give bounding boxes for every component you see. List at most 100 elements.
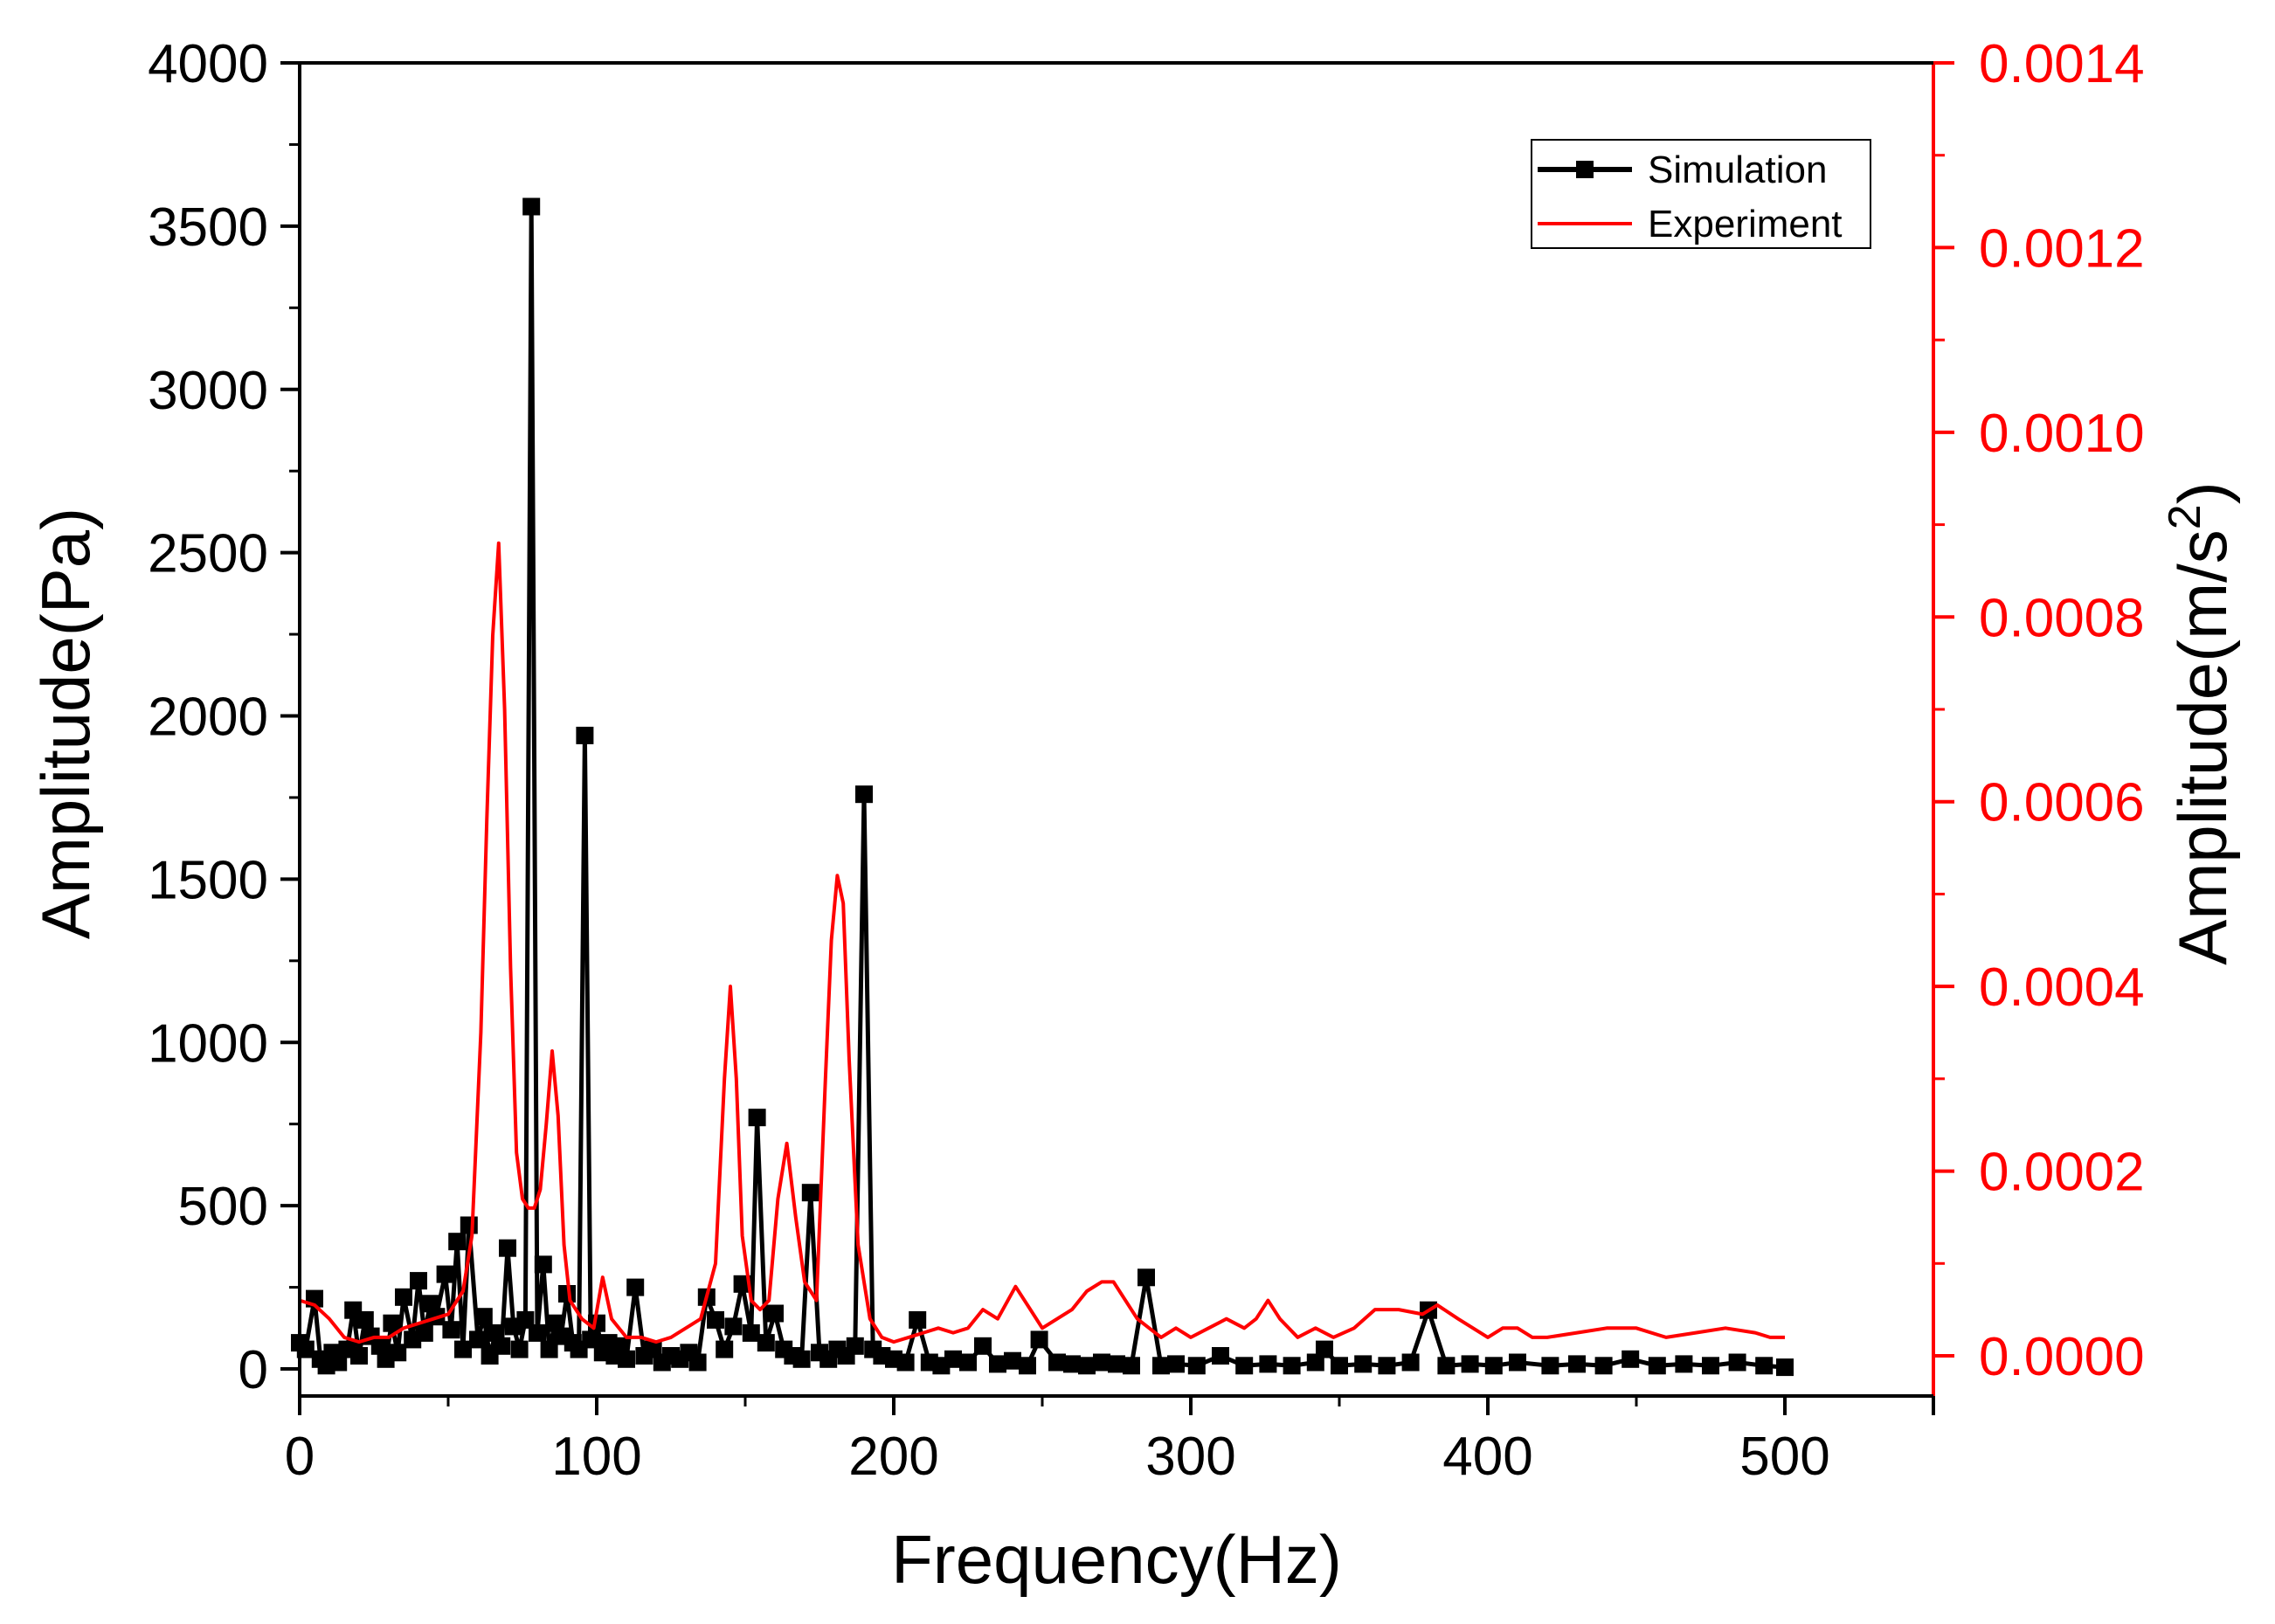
simulation-point [436, 1265, 454, 1283]
left-tick-label: 4000 [148, 34, 268, 94]
simulation-point [356, 1310, 374, 1329]
simulation-point [855, 785, 873, 804]
x-tick-label: 500 [1739, 1427, 1829, 1487]
simulation-point [1004, 1351, 1021, 1370]
legend-simulation-label: Simulation [1648, 149, 1827, 191]
simulation-point [493, 1337, 511, 1355]
simulation-point [944, 1350, 962, 1368]
simulation-point [1461, 1355, 1479, 1373]
simulation-point [415, 1323, 433, 1342]
simulation-point [1484, 1357, 1503, 1375]
x-tick-label: 100 [551, 1427, 641, 1487]
simulation-point [1568, 1355, 1586, 1373]
simulation-point [1594, 1357, 1613, 1375]
simulation-point [707, 1310, 724, 1329]
simulation-point [1509, 1353, 1526, 1372]
simulation-point [742, 1323, 760, 1342]
simulation-point [410, 1272, 427, 1290]
left-tick-label: 2000 [148, 688, 268, 748]
simulation-point [1235, 1357, 1254, 1375]
simulation-point [959, 1353, 977, 1372]
legend-experiment-label: Experiment [1648, 203, 1843, 245]
simulation-point [1212, 1347, 1229, 1365]
simulation-point [801, 1184, 819, 1202]
simulation-point [724, 1317, 743, 1336]
right-tick-label: 0.0010 [1979, 404, 2145, 464]
left-tick-label: 0 [239, 1340, 268, 1400]
left-tick-label: 3000 [148, 361, 268, 421]
simulation-point [389, 1344, 407, 1362]
simulation-point [1378, 1357, 1396, 1375]
simulation-point [1622, 1350, 1640, 1368]
simulation-point [474, 1308, 493, 1326]
simulation-point [1108, 1355, 1125, 1373]
x-tick-label: 200 [848, 1427, 938, 1487]
simulation-point [1437, 1357, 1456, 1375]
left-axis: 0 500 1000 1500 2000 2500 3000 3500 4000 [148, 34, 301, 1400]
simulation-point [448, 1233, 467, 1251]
simulation-point [846, 1337, 864, 1355]
right-axis: 0.0000 0.0002 0.0004 0.0006 0.0008 0.0010 0.00… [1932, 34, 2145, 1396]
simulation-point [1063, 1355, 1081, 1373]
left-tick-label: 2500 [148, 524, 268, 584]
simulation-point [1093, 1353, 1110, 1372]
simulation-point [1702, 1357, 1719, 1375]
left-tick-label: 500 [178, 1177, 268, 1237]
simulation-point [1187, 1357, 1206, 1375]
simulation-series [291, 197, 1794, 1377]
simulation-point [350, 1347, 368, 1365]
simulation-point [499, 1239, 516, 1257]
simulation-point [792, 1350, 811, 1368]
simulation-point [766, 1304, 784, 1323]
right-tick-label: 0.0006 [1979, 773, 2145, 833]
simulation-point [1078, 1357, 1096, 1375]
simulation-point [1259, 1355, 1277, 1373]
simulation-point [1048, 1353, 1066, 1372]
legend: Simulation Experiment [1531, 139, 1871, 249]
simulation-point [576, 726, 594, 744]
simulation-point [989, 1355, 1006, 1373]
x-tick-label: 300 [1145, 1427, 1235, 1487]
y2-axis-title: Amplitude(m/s2) [2160, 481, 2241, 964]
simulation-point [757, 1334, 775, 1352]
simulation-point [1755, 1357, 1774, 1375]
right-tick-label: 0.0004 [1979, 957, 2145, 1018]
legend-box [1531, 139, 1871, 249]
simulation-point [688, 1353, 707, 1372]
simulation-point [626, 1278, 645, 1296]
simulation-point [896, 1353, 915, 1372]
right-tick-label: 0.0014 [1979, 34, 2145, 94]
simulation-point [469, 1330, 487, 1349]
right-tick-label: 0.0012 [1979, 218, 2145, 279]
y-axis-title: Amplitude(Pa) [27, 508, 104, 939]
simulation-point [1401, 1353, 1420, 1372]
simulation-point [1776, 1358, 1794, 1377]
simulation-point [1541, 1357, 1559, 1375]
simulation-point [1123, 1357, 1140, 1375]
x-axis: 0 100 200 300 400 500 [285, 1394, 1935, 1487]
simulation-point [974, 1337, 992, 1355]
x-axis-title: Frequency(Hz) [891, 1521, 1342, 1598]
simulation-point [383, 1314, 401, 1332]
simulation-point [529, 1323, 546, 1342]
simulation-point [1354, 1355, 1373, 1373]
simulation-point [748, 1109, 766, 1127]
right-tick-label: 0.0008 [1979, 588, 2145, 648]
right-tick-label: 0.0000 [1979, 1327, 2145, 1387]
right-tick-label: 0.0002 [1979, 1143, 2145, 1203]
y2-axis-title-main: Amplitude(m/s [2164, 529, 2241, 964]
simulation-point [1152, 1357, 1170, 1375]
left-tick-label: 3500 [148, 197, 268, 258]
simulation-point [716, 1340, 734, 1358]
simulation-point [395, 1288, 412, 1306]
simulation-point [1648, 1357, 1666, 1375]
simulation-point [510, 1340, 529, 1358]
simulation-point [522, 197, 541, 216]
left-tick-label: 1500 [148, 850, 268, 910]
left-tick-label: 1000 [148, 1013, 268, 1074]
experiment-line [299, 541, 1785, 1344]
x-tick-label: 400 [1442, 1427, 1532, 1487]
legend-simulation-marker [1576, 161, 1594, 178]
simulation-point [1675, 1355, 1693, 1373]
